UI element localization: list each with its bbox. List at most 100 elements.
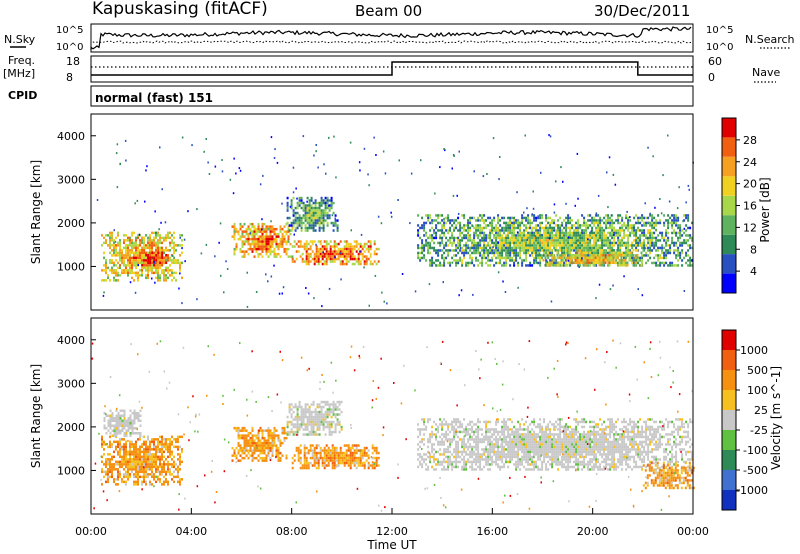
- echo-cell: [655, 249, 658, 252]
- echo-cell: [320, 226, 323, 230]
- echo-cell: [173, 246, 175, 250]
- echo-cell: [689, 244, 692, 247]
- echo-cell: [302, 418, 305, 421]
- echo-cell: [591, 251, 594, 255]
- echo-cell: [157, 244, 159, 247]
- echo-cell: [683, 241, 686, 245]
- echo-cell: [515, 244, 518, 247]
- cpid-panel-frame: [90, 85, 694, 107]
- echo-cell: [521, 234, 524, 237]
- echo-cell: [581, 246, 584, 250]
- echo-cell: [614, 256, 617, 259]
- echo-cell: [584, 256, 587, 259]
- echo-cell: [320, 216, 323, 220]
- echo-cell: [149, 445, 151, 449]
- echo-cell: [291, 227, 294, 231]
- echo-cell: [157, 261, 160, 264]
- echo-cell: [651, 241, 654, 245]
- echo-cell: [297, 240, 300, 243]
- echo-cell: [619, 251, 622, 255]
- echo-cell: [247, 247, 250, 251]
- echo-cell: [541, 244, 544, 247]
- echo-cell: [483, 244, 486, 247]
- echo-cell: [435, 234, 438, 237]
- noise-cell: [667, 134, 669, 137]
- echo-cell: [294, 211, 297, 215]
- echo-cell: [149, 259, 152, 262]
- echo-cell: [253, 232, 256, 236]
- echo-cell: [657, 246, 660, 250]
- echo-cell: [179, 244, 181, 247]
- echo-cell: [296, 408, 299, 411]
- echo-cell: [119, 422, 122, 425]
- echo-cell: [453, 239, 456, 242]
- echo-cell: [163, 475, 165, 479]
- noise-cell: [179, 236, 181, 239]
- echo-cell: [296, 430, 299, 434]
- noise-cell: [550, 300, 553, 303]
- echo-cell: [429, 251, 432, 255]
- noise-cell: [626, 210, 628, 213]
- echo-cell: [624, 256, 627, 259]
- echo-cell: [499, 239, 502, 242]
- echo-cell: [499, 244, 502, 247]
- echo-cell: [591, 234, 594, 237]
- echo-cell: [585, 241, 588, 245]
- echo-cell: [347, 242, 350, 246]
- echo-cell: [557, 256, 560, 260]
- echo-cell: [323, 245, 326, 248]
- echo-cell: [249, 454, 252, 457]
- echo-cell: [479, 254, 482, 257]
- echo-cell: [135, 414, 138, 417]
- echo-cell: [159, 450, 161, 454]
- echo-cell: [505, 224, 508, 227]
- echo-cell: [561, 251, 564, 255]
- echo-cell: [331, 464, 334, 467]
- echo-cell: [109, 279, 111, 282]
- echo-cell: [627, 219, 630, 222]
- echo-cell: [343, 257, 346, 261]
- echo-cell: [471, 244, 474, 247]
- echo-cell: [335, 242, 338, 246]
- echo-cell: [449, 261, 452, 265]
- noise-cell: [360, 233, 363, 236]
- echo-cell: [553, 246, 556, 250]
- echo-cell: [343, 459, 346, 462]
- echo-cell: [669, 221, 672, 225]
- echo-cell: [171, 463, 173, 466]
- echo-cell: [143, 450, 145, 454]
- echo-cell: [119, 473, 121, 476]
- echo-cell: [179, 480, 181, 484]
- echo-cell: [119, 448, 121, 451]
- echo-cell: [497, 221, 500, 225]
- echo-cell: [133, 409, 136, 412]
- echo-cell: [265, 237, 268, 241]
- echo-cell: [133, 231, 135, 235]
- echo-cell: [565, 239, 568, 242]
- noise-cell: [598, 283, 601, 286]
- echo-cell: [308, 209, 311, 212]
- echo-cell: [469, 226, 472, 230]
- echo-cell: [257, 222, 260, 226]
- echo-cell: [609, 231, 612, 235]
- echo-cell: [567, 214, 570, 217]
- echo-cell: [547, 231, 550, 235]
- echo-cell: [251, 436, 254, 440]
- echo-cell: [307, 262, 310, 266]
- echo-cell: [559, 244, 562, 247]
- echo-cell: [635, 231, 638, 235]
- echo-cell: [317, 257, 320, 261]
- echo-cell: [249, 449, 252, 452]
- echo-cell: [323, 459, 326, 462]
- echo-cell: [549, 239, 552, 242]
- echo-cell: [583, 246, 586, 250]
- echo-cell: [257, 454, 260, 457]
- echo-cell: [549, 226, 552, 230]
- echo-cell: [639, 234, 642, 237]
- echo-cell: [135, 440, 137, 444]
- echo-cell: [257, 235, 260, 238]
- echo-cell: [473, 239, 476, 242]
- echo-cell: [588, 249, 591, 252]
- echo-cell: [113, 276, 115, 280]
- echo-cell: [425, 259, 428, 262]
